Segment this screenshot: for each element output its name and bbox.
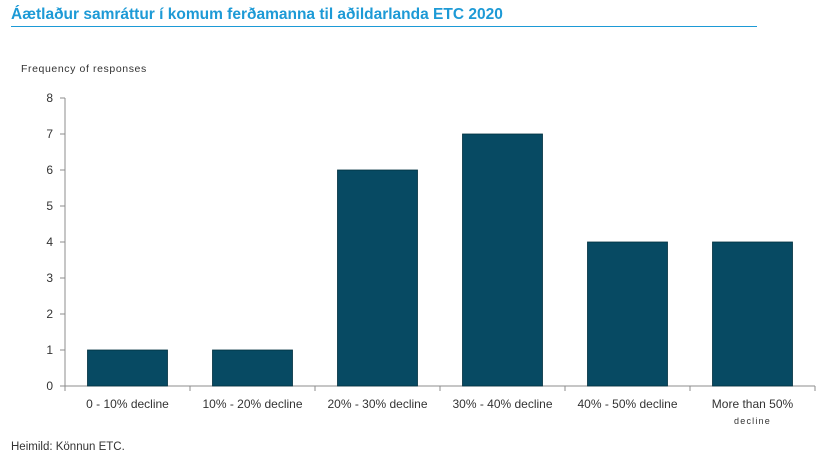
bars xyxy=(87,133,793,387)
bar xyxy=(587,241,668,387)
y-tick-label: 0 xyxy=(46,379,53,393)
source-note: Heimild: Könnun ETC. xyxy=(11,441,125,453)
x-tick-label: 40% - 50% decline xyxy=(577,397,677,411)
y-axis-label: Frequency of responses xyxy=(21,63,147,75)
y-tick-label: 2 xyxy=(46,307,53,321)
x-tick-labels: 0 - 10% decline 10% - 20% decline 20% - 30… xyxy=(86,397,793,426)
y-tick-label: 7 xyxy=(46,127,53,141)
bar-chart: Frequency of responses 0 1 2 3 4 5 6 7 8 0 - 10%… xyxy=(21,63,816,426)
x-tick-label: 30% - 40% decline xyxy=(452,397,552,411)
bar xyxy=(87,349,168,387)
x-tick-label: 0 - 10% decline xyxy=(86,397,169,411)
x-tick-label: More than 50% decline xyxy=(712,397,794,426)
bar xyxy=(712,241,793,387)
y-tick-labels: 0 1 2 3 4 5 6 7 8 xyxy=(46,91,53,393)
y-tick-label: 5 xyxy=(46,199,53,213)
x-tick-label: 20% - 30% decline xyxy=(327,397,427,411)
y-tick-label: 8 xyxy=(46,91,53,105)
chart-title: Áætlaður samráttur í komum ferðamanna ti… xyxy=(11,6,503,23)
title-underline xyxy=(11,26,757,27)
y-tick-label: 6 xyxy=(46,163,53,177)
x-tick-label: 10% - 20% decline xyxy=(202,397,302,411)
y-tick-label: 3 xyxy=(46,271,53,285)
bar xyxy=(462,133,543,387)
bar xyxy=(337,169,418,387)
bar xyxy=(212,349,293,387)
y-tick-label: 1 xyxy=(46,343,53,357)
y-tick-label: 4 xyxy=(46,235,53,249)
axes xyxy=(60,97,816,391)
